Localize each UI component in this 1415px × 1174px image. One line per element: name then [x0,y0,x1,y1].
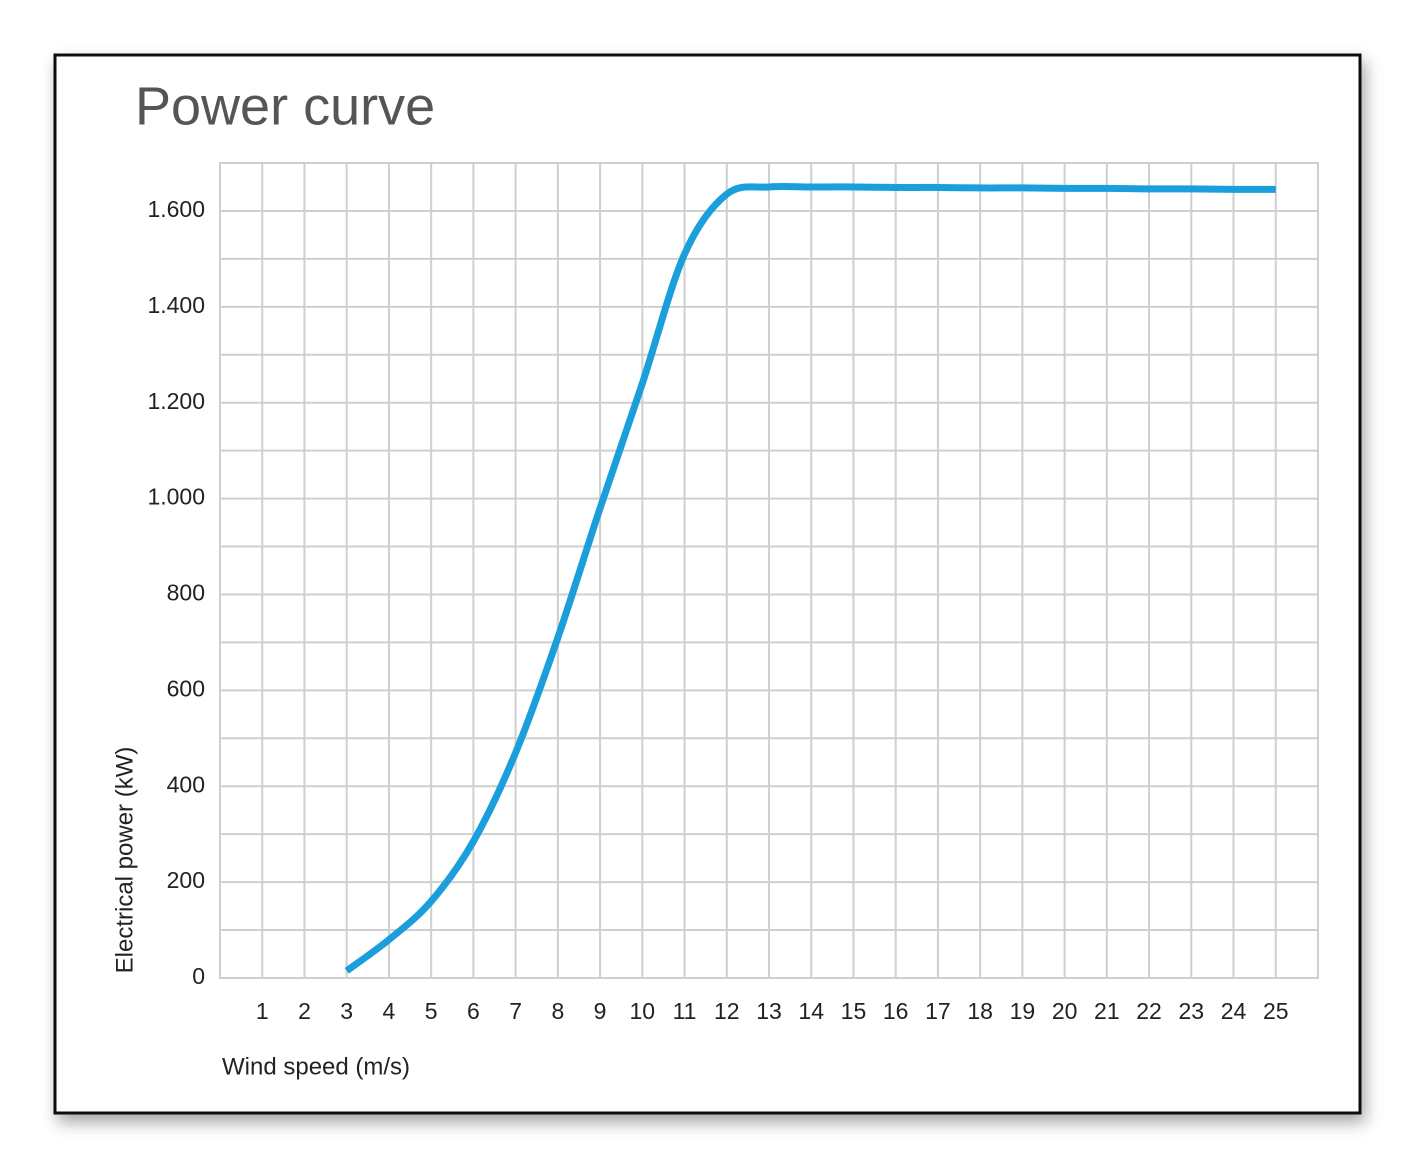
x-tick-label: 21 [1094,998,1120,1024]
x-tick-label: 2 [298,998,311,1024]
x-tick-label: 5 [425,998,438,1024]
x-tick-label: 1 [256,998,269,1024]
x-tick-label: 18 [967,998,993,1024]
y-tick-label: 400 [167,771,205,797]
x-tick-label: 15 [841,998,867,1024]
x-tick-label: 19 [1010,998,1036,1024]
chart-title: Power curve [135,76,435,136]
x-tick-label: 8 [551,998,564,1024]
x-tick-label: 10 [630,998,656,1024]
y-axis-label: Electrical power (kW) [111,747,138,974]
y-tick-label: 0 [192,963,205,989]
x-tick-label: 9 [594,998,607,1024]
x-tick-label: 13 [756,998,782,1024]
x-tick-label: 23 [1179,998,1205,1024]
y-tick-label: 1.600 [147,196,205,222]
y-tick-label: 600 [167,675,205,701]
frame [53,53,1362,1115]
x-tick-label: 14 [798,998,824,1024]
x-axis-label: Wind speed (m/s) [222,1053,410,1080]
y-tick-label: 1.400 [147,292,205,318]
x-tick-label: 22 [1136,998,1162,1024]
y-tick-label: 200 [167,867,205,893]
y-tick-label: 1.000 [147,484,205,510]
x-tick-label: 12 [714,998,740,1024]
x-tick-label: 3 [340,998,353,1024]
x-tick-label: 11 [673,998,697,1024]
x-tick-label: 7 [509,998,522,1024]
x-tick-label: 25 [1263,998,1289,1024]
power-curve [344,182,1276,974]
y-tick-label: 800 [167,580,205,606]
y-tick-label: 1.200 [147,388,205,414]
x-tick-label: 24 [1221,998,1247,1024]
x-tick-label: 16 [883,998,909,1024]
x-tick-label: 6 [467,998,480,1024]
x-tick-label: 4 [383,998,396,1024]
x-tick-label: 20 [1052,998,1078,1024]
x-tick-label: 17 [925,998,951,1024]
